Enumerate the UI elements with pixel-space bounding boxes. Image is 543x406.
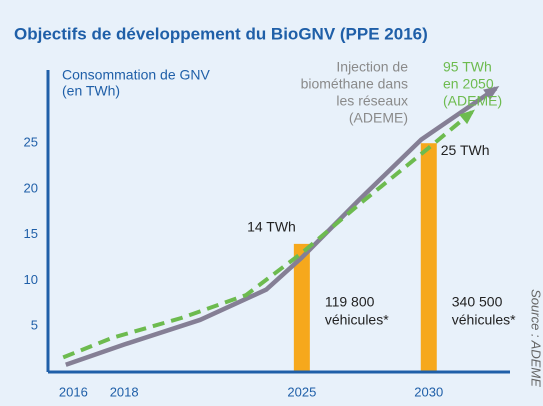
annotation: biométhane dans xyxy=(301,76,408,92)
y-tick-label: 25 xyxy=(24,135,38,150)
annotation: 95 TWh xyxy=(443,59,492,75)
value-label: 14 TWh xyxy=(247,219,296,235)
y-tick-label: 20 xyxy=(24,180,38,195)
x-tick-label: 2030 xyxy=(414,384,443,399)
x-tick-label: 2018 xyxy=(110,384,139,399)
bar-note: 119 800 xyxy=(325,294,375,310)
value-label: 25 TWh xyxy=(441,142,490,158)
series-line xyxy=(62,110,474,360)
arrowhead xyxy=(483,86,500,100)
source: Source : ADEME xyxy=(529,289,543,387)
annotation: (ADEME) xyxy=(443,93,502,109)
series-line xyxy=(65,86,498,367)
annotation: Injection de xyxy=(336,59,408,75)
chart-title: Objectifs de développement du BioGNV (PP… xyxy=(14,24,428,43)
bar-note: véhicules* xyxy=(325,312,389,328)
bar xyxy=(420,143,437,372)
x-tick-label: 2016 xyxy=(59,384,88,399)
arrowhead xyxy=(459,109,476,125)
y-tick-label: 5 xyxy=(31,318,38,333)
x-tick-label: 2025 xyxy=(287,384,316,399)
y-axis-label: (en TWh) xyxy=(62,83,120,99)
annotation: les réseaux xyxy=(336,93,408,109)
bar-note: 340 500 xyxy=(452,294,503,310)
annotation: en 2050 xyxy=(443,76,494,92)
bar-note: véhicules* xyxy=(452,312,516,328)
bar xyxy=(293,243,310,372)
y-axis-label: Consommation de GNV xyxy=(62,67,211,83)
y-tick-label: 15 xyxy=(24,226,38,241)
y-tick-label: 10 xyxy=(24,272,38,287)
annotation: (ADEME) xyxy=(349,110,408,126)
